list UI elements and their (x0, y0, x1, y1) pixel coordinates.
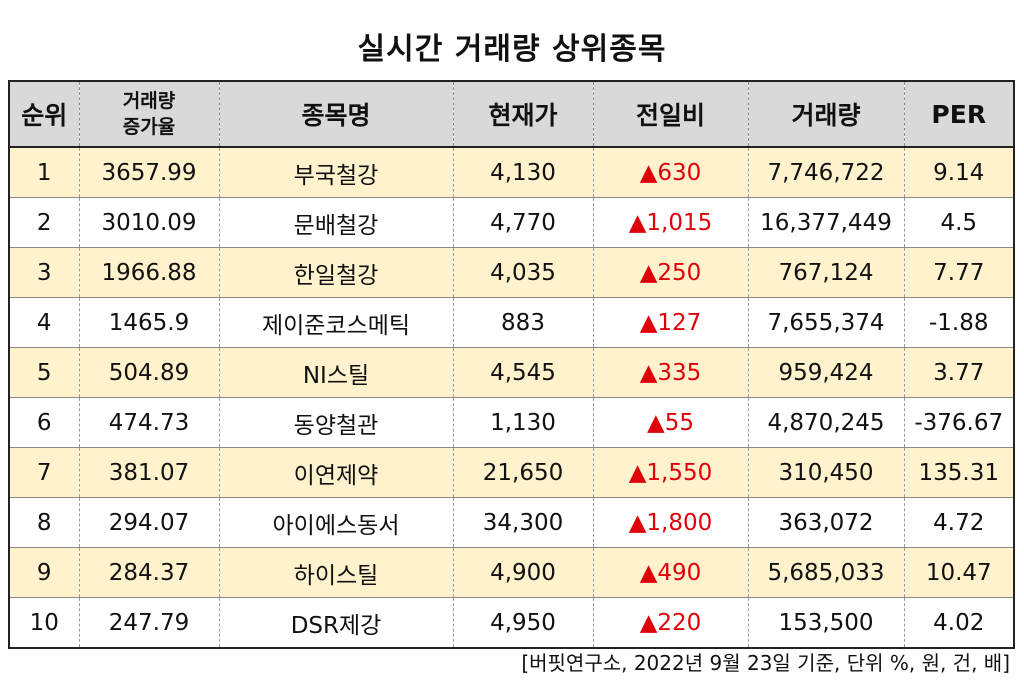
cell-change: ▲1,550 (592, 447, 748, 498)
cell-rank: 1 (9, 146, 79, 198)
cell-stock-name: NI스틸 (218, 347, 453, 398)
header-current-price: 현재가 (452, 81, 593, 148)
cell-stock-name: 제이준코스메틱 (218, 297, 453, 348)
cell-rank: 6 (9, 397, 79, 448)
cell-volume: 4,870,245 (747, 397, 904, 448)
header-stock-name: 종목명 (218, 81, 453, 148)
cell-rank: 4 (9, 297, 79, 348)
cell-volume-increase: 3657.99 (78, 146, 219, 198)
cell-volume-increase: 3010.09 (78, 197, 219, 248)
cell-rank: 2 (9, 197, 79, 248)
table-row: 10 247.79 DSR제강 4,950 ▲220 153,500 4.02 (9, 597, 1014, 648)
cell-current-price: 883 (452, 297, 593, 348)
cell-per: 4.02 (903, 597, 1014, 648)
cell-change: ▲490 (592, 547, 748, 598)
cell-stock-name: 문배철강 (218, 197, 453, 248)
table-row: 8 294.07 아이에스동서 34,300 ▲1,800 363,072 4.… (9, 497, 1014, 548)
cell-volume: 767,124 (747, 247, 904, 298)
cell-rank: 9 (9, 547, 79, 598)
cell-current-price: 4,950 (452, 597, 593, 648)
cell-change: ▲1,015 (592, 197, 748, 248)
cell-stock-name: 이연제약 (218, 447, 453, 498)
header-rank: 순위 (9, 81, 79, 148)
header-volume: 거래량 (747, 81, 904, 148)
cell-change: ▲335 (592, 347, 748, 398)
cell-stock-name: 하이스틸 (218, 547, 453, 598)
cell-volume-increase: 1966.88 (78, 247, 219, 298)
table-row: 2 3010.09 문배철강 4,770 ▲1,015 16,377,449 4… (9, 197, 1014, 248)
cell-volume: 5,685,033 (747, 547, 904, 598)
cell-current-price: 4,900 (452, 547, 593, 598)
cell-change: ▲220 (592, 597, 748, 648)
cell-volume: 16,377,449 (747, 197, 904, 248)
cell-stock-name: 아이에스동서 (218, 497, 453, 548)
cell-stock-name: DSR제강 (218, 597, 453, 648)
cell-current-price: 4,545 (452, 347, 593, 398)
cell-rank: 7 (9, 447, 79, 498)
cell-change: ▲1,800 (592, 497, 748, 548)
cell-change: ▲55 (592, 397, 748, 448)
table-row: 7 381.07 이연제약 21,650 ▲1,550 310,450 135.… (9, 447, 1014, 498)
cell-current-price: 34,300 (452, 497, 593, 548)
table-row: 5 504.89 NI스틸 4,545 ▲335 959,424 3.77 (9, 347, 1014, 398)
cell-change: ▲630 (592, 146, 748, 198)
header-volume-increase-line2: 증가율 (122, 116, 176, 138)
table-row: 1 3657.99 부국철강 4,130 ▲630 7,746,722 9.14 (9, 146, 1014, 198)
table-row: 6 474.73 동양철관 1,130 ▲55 4,870,245 -376.6… (9, 397, 1014, 448)
cell-volume-increase: 247.79 (78, 597, 219, 648)
cell-change: ▲127 (592, 297, 748, 348)
table-header-row: 순위 거래량 증가율 종목명 현재가 전일비 거래량 PER (9, 81, 1014, 148)
cell-volume-increase: 284.37 (78, 547, 219, 598)
header-change: 전일비 (592, 81, 748, 148)
cell-rank: 5 (9, 347, 79, 398)
header-volume-increase-line1: 거래량 (122, 90, 176, 112)
table-row: 4 1465.9 제이준코스메틱 883 ▲127 7,655,374 -1.8… (9, 297, 1014, 348)
header-per: PER (903, 81, 1014, 148)
cell-volume: 7,655,374 (747, 297, 904, 348)
cell-per: 135.31 (903, 447, 1014, 498)
cell-per: 9.14 (903, 146, 1014, 198)
top-volume-table: 순위 거래량 증가율 종목명 현재가 전일비 거래량 PER 1 3657.99… (8, 80, 1015, 649)
cell-stock-name: 부국철강 (218, 146, 453, 198)
cell-current-price: 21,650 (452, 447, 593, 498)
cell-per: 3.77 (903, 347, 1014, 398)
cell-volume-increase: 1465.9 (78, 297, 219, 348)
cell-volume-increase: 381.07 (78, 447, 219, 498)
cell-per: 4.5 (903, 197, 1014, 248)
cell-volume-increase: 474.73 (78, 397, 219, 448)
table-row: 9 284.37 하이스틸 4,900 ▲490 5,685,033 10.47 (9, 547, 1014, 598)
cell-stock-name: 한일철강 (218, 247, 453, 298)
cell-current-price: 4,130 (452, 146, 593, 198)
cell-per: -1.88 (903, 297, 1014, 348)
cell-volume: 7,746,722 (747, 146, 904, 198)
cell-rank: 8 (9, 497, 79, 548)
cell-per: 4.72 (903, 497, 1014, 548)
cell-per: 10.47 (903, 547, 1014, 598)
cell-volume: 153,500 (747, 597, 904, 648)
header-volume-increase: 거래량 증가율 (78, 81, 219, 148)
table-row: 3 1966.88 한일철강 4,035 ▲250 767,124 7.77 (9, 247, 1014, 298)
source-footnote: [버핏연구소, 2022년 9월 23일 기준, 단위 %, 원, 건, 배] (521, 651, 1010, 675)
cell-volume: 959,424 (747, 347, 904, 398)
page-title: 실시간 거래량 상위종목 (357, 32, 667, 67)
cell-current-price: 4,035 (452, 247, 593, 298)
cell-volume-increase: 294.07 (78, 497, 219, 548)
cell-current-price: 1,130 (452, 397, 593, 448)
cell-volume: 310,450 (747, 447, 904, 498)
cell-volume: 363,072 (747, 497, 904, 548)
cell-change: ▲250 (592, 247, 748, 298)
cell-rank: 10 (9, 597, 79, 648)
cell-current-price: 4,770 (452, 197, 593, 248)
cell-per: -376.67 (903, 397, 1014, 448)
cell-stock-name: 동양철관 (218, 397, 453, 448)
cell-volume-increase: 504.89 (78, 347, 219, 398)
cell-per: 7.77 (903, 247, 1014, 298)
cell-rank: 3 (9, 247, 79, 298)
